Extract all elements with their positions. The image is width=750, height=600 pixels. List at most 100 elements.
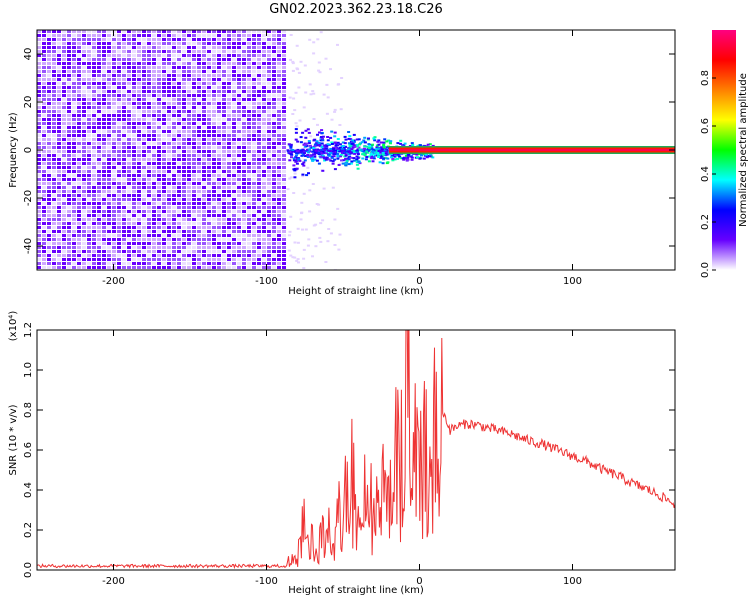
noise-cell xyxy=(157,110,161,113)
snr-panel: -200 -100 0 100 0.00.20.40.60.81.01.2 Heigh… xyxy=(8,311,676,596)
transition-cell xyxy=(339,155,343,158)
noise-cell xyxy=(192,54,196,57)
transition-cell xyxy=(380,148,384,151)
noise-cell xyxy=(187,122,191,125)
noise-cell xyxy=(152,138,156,141)
transition-cell xyxy=(375,148,379,151)
noise-cell xyxy=(207,106,211,109)
noise-cell xyxy=(167,122,171,125)
noise-cell xyxy=(92,210,96,213)
noise-cell xyxy=(87,138,91,141)
noise-cell xyxy=(137,90,141,93)
noise-cell xyxy=(217,186,221,189)
noise-cell xyxy=(87,114,91,117)
noise-cell xyxy=(132,98,136,101)
noise-cell xyxy=(92,178,96,181)
noise-cell xyxy=(87,206,91,209)
noise-cell xyxy=(112,186,116,189)
transition-cell xyxy=(355,158,359,161)
noise-cell xyxy=(321,219,325,222)
noise-cell xyxy=(167,94,171,97)
noise-cell xyxy=(37,118,41,121)
noise-cell xyxy=(267,258,271,261)
noise-cell xyxy=(82,34,86,37)
noise-cell xyxy=(92,186,96,189)
noise-cell xyxy=(182,130,186,133)
noise-cell xyxy=(107,174,111,177)
noise-cell xyxy=(237,186,241,189)
noise-cell xyxy=(177,70,181,73)
noise-cell xyxy=(167,246,171,249)
noise-cell xyxy=(117,50,121,53)
noise-cell xyxy=(242,150,246,153)
noise-cell xyxy=(107,258,111,261)
noise-cell xyxy=(102,242,106,245)
noise-cell xyxy=(82,94,86,97)
noise-cell xyxy=(92,138,96,141)
transition-cell xyxy=(337,164,341,166)
noise-cell xyxy=(237,62,241,65)
noise-cell xyxy=(157,86,161,89)
noise-cell xyxy=(72,206,76,209)
noise-cell xyxy=(127,94,131,97)
noise-cell xyxy=(257,178,261,181)
noise-cell xyxy=(192,102,196,105)
signal-line-core xyxy=(388,149,675,151)
noise-cell xyxy=(62,162,66,165)
noise-cell xyxy=(247,62,251,65)
noise-cell xyxy=(167,138,171,141)
noise-cell xyxy=(212,126,216,129)
transition-cell xyxy=(310,157,314,160)
noise-cell xyxy=(252,266,256,269)
noise-cell xyxy=(112,254,116,257)
noise-cell xyxy=(257,218,261,221)
noise-cell xyxy=(237,210,241,213)
noise-cell xyxy=(92,222,96,225)
noise-cell xyxy=(207,74,211,77)
noise-cell xyxy=(52,258,56,261)
noise-cell xyxy=(242,154,246,157)
noise-cell xyxy=(52,218,56,221)
noise-cell xyxy=(247,162,251,165)
transition-cell xyxy=(385,140,389,143)
noise-cell xyxy=(257,110,261,113)
noise-cell xyxy=(67,226,71,229)
noise-cell xyxy=(97,42,101,45)
noise-cell xyxy=(107,74,111,77)
noise-cell xyxy=(122,234,126,237)
noise-cell xyxy=(197,62,201,65)
noise-cell xyxy=(67,130,71,133)
noise-cell xyxy=(182,238,186,241)
noise-cell xyxy=(137,202,141,205)
noise-cell xyxy=(217,130,221,133)
noise-cell xyxy=(72,54,76,57)
noise-cell xyxy=(57,90,61,93)
transition-cell xyxy=(356,153,360,156)
noise-cell xyxy=(67,98,71,101)
noise-cell xyxy=(57,234,61,237)
noise-cell xyxy=(47,58,51,61)
noise-cell xyxy=(162,70,166,73)
noise-cell xyxy=(172,90,176,93)
transition-cell xyxy=(307,142,311,144)
transition-cell xyxy=(373,139,377,142)
noise-cell xyxy=(117,206,121,209)
noise-cell xyxy=(197,66,201,69)
noise-cell xyxy=(152,134,156,137)
noise-cell xyxy=(212,146,216,149)
noise-cell xyxy=(97,266,101,269)
noise-cell xyxy=(62,78,66,81)
noise-cell xyxy=(152,230,156,233)
noise-cell xyxy=(232,106,236,109)
noise-cell xyxy=(162,210,166,213)
noise-cell xyxy=(147,78,151,81)
noise-cell xyxy=(127,174,131,177)
noise-cell xyxy=(289,215,293,218)
noise-cell xyxy=(262,198,266,201)
noise-cell xyxy=(237,98,241,101)
noise-cell xyxy=(52,238,56,241)
noise-cell xyxy=(212,82,216,85)
noise-cell xyxy=(122,118,126,121)
noise-cell xyxy=(107,54,111,57)
noise-cell xyxy=(117,90,121,93)
